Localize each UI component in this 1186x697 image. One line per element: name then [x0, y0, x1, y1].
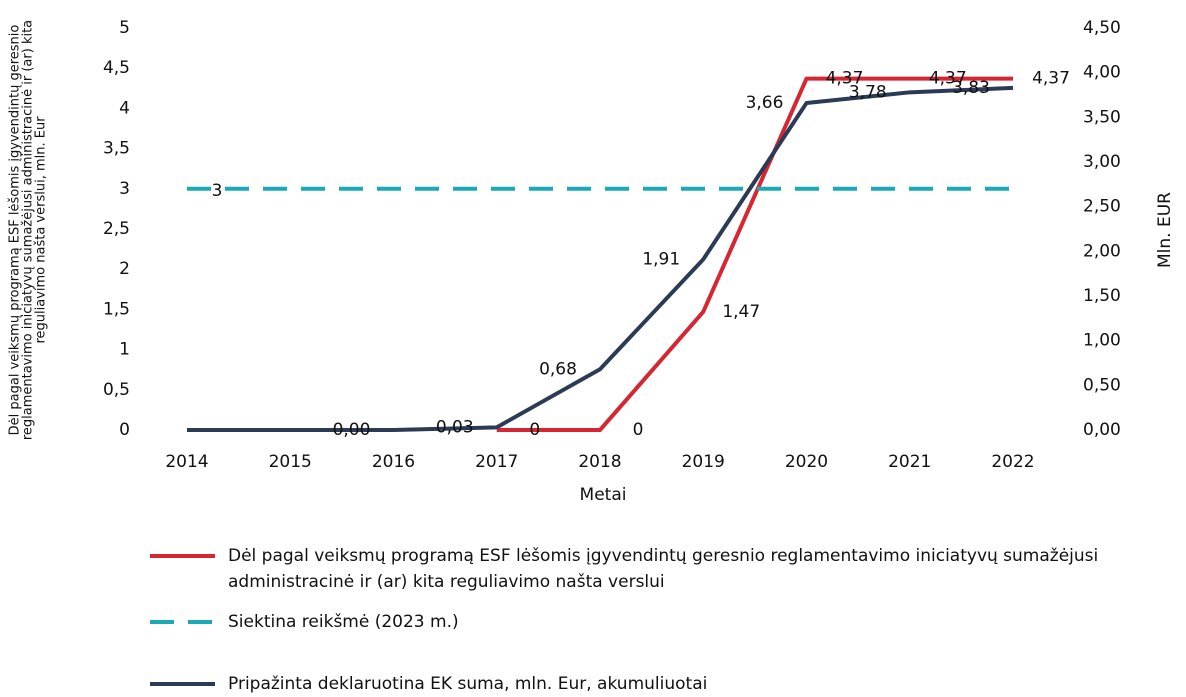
data-label: 4,37	[826, 69, 864, 89]
x-tick-label: 2014	[165, 452, 208, 472]
data-label: 0,03	[436, 417, 474, 437]
x-tick-label: 2019	[682, 452, 725, 472]
y-tick-label: 0	[119, 420, 130, 440]
x-tick-label: 2018	[578, 452, 621, 472]
y-tick-label: 4,5	[103, 58, 130, 78]
y-tick-label: 3	[119, 179, 130, 199]
y-tick-label: 2	[119, 259, 130, 279]
y2-tick-label: 4,50	[1083, 18, 1121, 38]
data-label: 1,91	[642, 249, 680, 269]
data-label: 0	[529, 420, 540, 440]
y-tick-label: 3,5	[103, 139, 130, 159]
y2-tick-label: 1,50	[1083, 286, 1121, 306]
x-tick-label: 2017	[475, 452, 518, 472]
data-label: 1,47	[722, 302, 760, 322]
y2-tick-label: 2,50	[1083, 197, 1121, 217]
x-tick-label: 2016	[372, 452, 415, 472]
x-axis-title: Metai	[580, 485, 627, 505]
y2-axis-title: Mln. EUR	[1155, 192, 1175, 268]
legend-label: Siektina reikšmė (2023 m.)	[228, 612, 459, 632]
data-label: 4,37	[1032, 69, 1070, 89]
data-label: 3	[212, 181, 223, 201]
y2-tick-label: 0,50	[1083, 375, 1121, 395]
y-tick-label: 5	[119, 18, 130, 38]
y-axis-title: Dėl pagal veiksmų programą ESF lėšomis į…	[7, 19, 49, 441]
data-label: 3,66	[746, 93, 784, 113]
legend-label: Dėl pagal veiksmų programą ESF lėšomis į…	[228, 546, 1099, 592]
data-label: 0,00	[333, 420, 371, 440]
series-line	[187, 85, 1014, 432]
x-tick-label: 2020	[785, 452, 828, 472]
y-tick-label: 1	[119, 340, 130, 360]
y-tick-label: 1,5	[103, 299, 130, 319]
legend-label: Pripažinta deklaruotina EK suma, mln. Eu…	[228, 674, 708, 694]
y2-tick-label: 3,50	[1083, 107, 1121, 127]
y2-tick-label: 4,00	[1083, 63, 1121, 83]
data-label: 0,68	[539, 359, 577, 379]
data-label: 3,83	[952, 78, 990, 98]
series-line	[496, 76, 1013, 432]
y2-tick-label: 2,00	[1083, 241, 1121, 261]
x-tick-label: 2021	[888, 452, 931, 472]
data-label: 3,78	[849, 82, 887, 102]
y-tick-label: 2,5	[103, 219, 130, 239]
y2-tick-label: 0,00	[1083, 420, 1121, 440]
x-tick-label: 2022	[991, 452, 1034, 472]
y-tick-label: 4	[119, 98, 130, 118]
data-label: 4,37	[929, 69, 967, 89]
y2-tick-label: 3,00	[1083, 152, 1121, 172]
x-tick-label: 2015	[269, 452, 312, 472]
y-tick-label: 0,5	[103, 380, 130, 400]
y2-tick-label: 1,00	[1083, 331, 1121, 351]
data-label: 0	[633, 420, 644, 440]
